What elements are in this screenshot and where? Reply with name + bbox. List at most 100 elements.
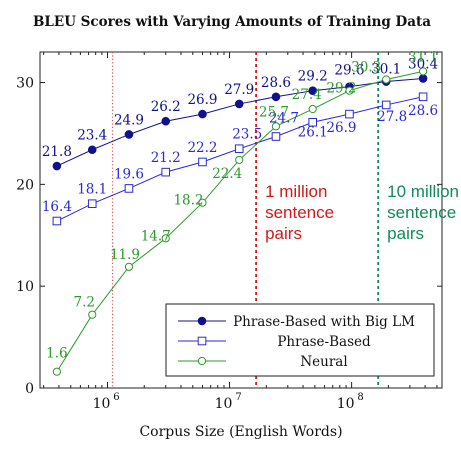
data-label: 25.7 <box>259 104 289 120</box>
data-label: 30.1 <box>371 62 401 78</box>
legend-label: Phrase-Based <box>277 334 371 350</box>
data-point <box>418 67 428 76</box>
data-point <box>345 109 354 119</box>
data-label: 21.2 <box>151 150 181 166</box>
data-point <box>418 92 428 102</box>
data-label: 31.1 <box>408 49 438 65</box>
data-point <box>52 367 61 376</box>
legend-marker <box>197 356 207 366</box>
data-point <box>87 199 97 209</box>
data-point <box>308 86 318 95</box>
data-point <box>345 86 354 95</box>
chart-title: BLEU Scores with Varying Amounts of Trai… <box>33 14 431 30</box>
y-tick-label: 30 <box>16 76 34 92</box>
x-tick-exponent: 6 <box>113 392 119 403</box>
data-label: 30.4 <box>408 56 438 72</box>
data-label: 27.9 <box>224 82 254 98</box>
data-label: 22.2 <box>187 140 217 156</box>
reference-line-label-line: pairs <box>387 224 424 243</box>
data-point <box>161 167 171 177</box>
data-point <box>198 198 207 207</box>
data-label: 26.9 <box>187 92 217 108</box>
reference-line-label-line: 1 million <box>265 182 327 201</box>
legend: Phrase-Based with Big LM Phrase-Based Neur… <box>165 303 435 377</box>
data-point <box>198 109 207 119</box>
y-axis: 0 10 20 30 <box>16 76 442 397</box>
data-point <box>52 161 62 171</box>
x-tick-label: 10 <box>215 396 233 412</box>
reference-line-label-line: sentence <box>265 203 334 222</box>
x-tick-label: 10 <box>93 396 111 412</box>
data-label: 24.9 <box>114 112 144 128</box>
data-label: 19.6 <box>114 166 144 182</box>
data-point <box>418 74 428 83</box>
data-point <box>161 234 170 243</box>
data-point <box>198 157 207 167</box>
x-tick-label: 10 <box>337 396 355 412</box>
data-point <box>234 99 244 109</box>
data-point <box>308 104 317 114</box>
data-point <box>161 116 171 126</box>
data-point <box>52 216 62 226</box>
data-label: 14.7 <box>141 228 171 244</box>
data-point <box>382 75 391 84</box>
data-label: 11.9 <box>110 247 140 263</box>
data-label: 27.8 <box>377 109 407 125</box>
y-tick-label: 20 <box>16 177 34 193</box>
data-label: 1.6 <box>46 346 67 362</box>
data-label: 16.4 <box>42 199 72 215</box>
reference-line-label: 10 million sentence pairs <box>387 182 459 243</box>
data-point <box>87 145 97 155</box>
data-label: 21.8 <box>42 144 72 160</box>
data-label: 24.7 <box>269 111 299 127</box>
data-label: 23.5 <box>232 127 262 143</box>
data-label: 7.2 <box>73 295 94 311</box>
legend-label: Neural <box>300 354 347 370</box>
data-point <box>271 122 281 131</box>
data-label: 28.6 <box>408 103 438 119</box>
reference-line-label-line: pairs <box>265 224 302 243</box>
y-tick-label: 10 <box>16 279 34 295</box>
data-label: 23.4 <box>77 128 107 144</box>
data-label: 26.9 <box>326 120 356 136</box>
data-label: 22.4 <box>212 166 242 182</box>
data-label: 27.4 <box>292 87 322 103</box>
reference-line-label-line: 10 million <box>387 182 459 201</box>
legend-label: Phrase-Based with Big LM <box>233 314 415 330</box>
plot-frame <box>39 51 443 389</box>
x-axis-label: Corpus Size (English Words) <box>139 424 342 440</box>
data-labels: 21.8 23.4 24.9 26.2 26.9 27.9 28.6 29.2 29.6 30.1… <box>42 49 438 361</box>
x-tick-exponent: 7 <box>235 392 241 403</box>
data-label: 29.2 <box>298 69 328 85</box>
data-label: 26.1 <box>298 124 328 140</box>
data-point <box>271 92 281 102</box>
data-point <box>124 262 134 271</box>
x-tick-exponent: 8 <box>357 392 363 403</box>
data-label: 29.6 <box>334 63 364 79</box>
data-label: 18.1 <box>77 182 107 198</box>
data-label: 29.2 <box>326 81 356 97</box>
reference-lines <box>111 52 380 388</box>
data-point <box>271 132 281 141</box>
data-point <box>234 144 244 154</box>
legend-box <box>165 303 435 377</box>
reference-line-label: 1 million sentence pairs <box>265 182 334 243</box>
reference-line-labels: 1 million sentence pairs 10 million sentence… <box>265 182 459 243</box>
data-point <box>124 184 134 193</box>
data-label: 28.6 <box>261 75 291 91</box>
data-label: 26.2 <box>151 99 181 115</box>
data-point <box>235 155 244 165</box>
reference-line-label-line: sentence <box>387 203 456 222</box>
x-axis: 10 6 10 7 10 8 <box>43 52 438 412</box>
data-point <box>124 130 134 139</box>
data-label: 18.2 <box>173 193 203 209</box>
data-point <box>308 117 318 127</box>
data-point <box>88 310 97 319</box>
legend-marker <box>197 316 207 326</box>
series-markers <box>52 67 428 376</box>
y-tick-label: 0 <box>25 381 34 397</box>
legend-marker <box>197 336 207 346</box>
data-point <box>381 100 391 110</box>
data-label: 30.3 <box>351 59 381 75</box>
